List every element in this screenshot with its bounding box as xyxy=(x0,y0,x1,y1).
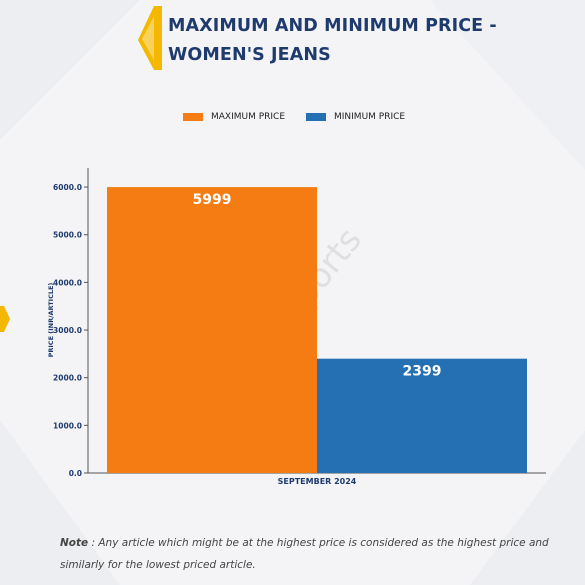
bar-minimum-price xyxy=(317,358,527,473)
chart-legend: MAXIMUM PRICE MINIMUM PRICE xyxy=(0,112,585,128)
legend-label-minimum: MINIMUM PRICE xyxy=(334,112,406,122)
data-label-minimum-price: 2399 xyxy=(403,364,442,380)
y-tick-label: 4000.0 xyxy=(53,278,82,287)
y-tick-label: 2000.0 xyxy=(53,374,82,383)
legend-item-maximum: MAXIMUM PRICE xyxy=(183,112,285,122)
data-label-maximum-price: 5999 xyxy=(193,192,232,208)
x-tick-label: SEPTEMBER 2024 xyxy=(278,477,357,486)
legend-swatch-maximum xyxy=(183,113,203,121)
title-line-2: WOMEN'S JEANS xyxy=(168,45,331,65)
footnote: Note : Any article which might be at the… xyxy=(60,532,560,576)
y-tick-label: 0.0 xyxy=(69,469,82,478)
title-line-1: MAXIMUM AND MINIMUM PRICE - xyxy=(168,16,497,36)
y-tick-label: 5000.0 xyxy=(53,231,82,240)
bar-chart: D&J Reports0.01000.02000.03000.04000.050… xyxy=(47,168,546,486)
legend-label-maximum: MAXIMUM PRICE xyxy=(211,112,286,122)
y-axis-label: PRICE (INR/ARTICLE) xyxy=(47,283,55,358)
y-tick-label: 1000.0 xyxy=(53,421,82,430)
header-chevron-icon xyxy=(138,6,162,70)
y-tick-label: 6000.0 xyxy=(53,183,82,192)
note-label: Note xyxy=(60,537,89,549)
legend-swatch-minimum xyxy=(306,113,326,121)
y-tick-label: 3000.0 xyxy=(53,326,82,335)
bar-maximum-price xyxy=(107,187,317,473)
page-title: MAXIMUM AND MINIMUM PRICE - WOMEN'S JEAN… xyxy=(168,12,568,70)
left-arrow-icon xyxy=(0,306,10,332)
note-text: : Any article which might be at the high… xyxy=(60,537,549,571)
legend-item-minimum: MINIMUM PRICE xyxy=(306,112,405,122)
